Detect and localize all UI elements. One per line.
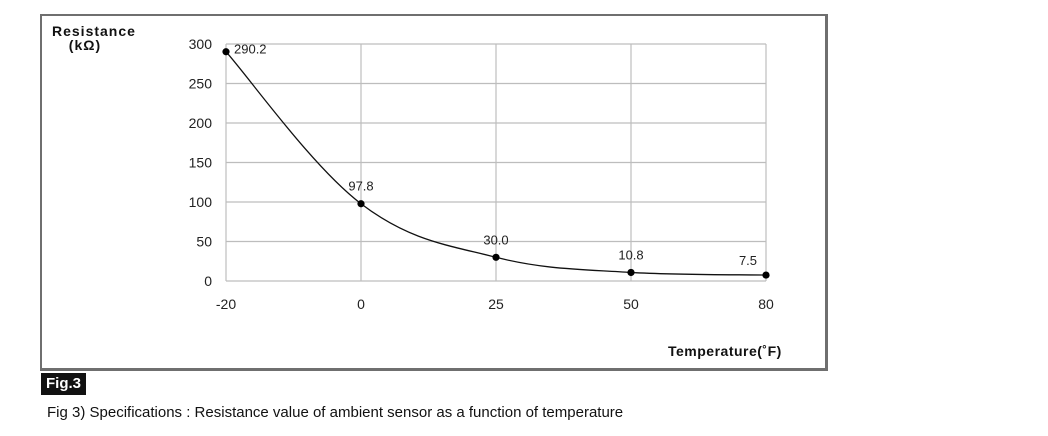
y-tick-label: 200 xyxy=(189,115,213,131)
x-tick-label: 0 xyxy=(357,296,365,312)
data-label: 290.2 xyxy=(234,42,267,57)
series-line xyxy=(225,51,767,276)
y-axis-unit: (kΩ) xyxy=(68,37,102,53)
data-point xyxy=(492,253,500,261)
data-point xyxy=(222,48,230,56)
x-tick-label: 80 xyxy=(758,296,774,312)
y-tick-label: 250 xyxy=(189,76,213,92)
data-point xyxy=(357,200,365,208)
y-tick-label: 300 xyxy=(189,36,213,52)
y-tick-label: 50 xyxy=(196,234,212,250)
data-label: 10.8 xyxy=(618,247,643,262)
y-axis-title: Resistance (kΩ) xyxy=(52,24,136,52)
data-label: 30.0 xyxy=(483,232,508,247)
y-tick-label: 150 xyxy=(189,155,213,171)
figure-caption: Fig 3) Specifications : Resistance value… xyxy=(47,404,624,421)
x-tick-label: 25 xyxy=(488,296,504,312)
x-tick-label: -20 xyxy=(216,296,236,312)
data-label: 97.8 xyxy=(348,179,373,194)
chart-frame xyxy=(40,14,828,371)
data-point xyxy=(762,271,770,279)
data-point xyxy=(627,268,635,277)
x-axis-label: Temperature(˚F) xyxy=(668,343,782,359)
y-tick-label: 100 xyxy=(189,194,213,210)
y-axis-label: Resistance xyxy=(52,23,136,39)
y-tick-label: 0 xyxy=(204,273,212,289)
data-label: 7.5 xyxy=(739,253,757,268)
figure-label: Fig.3 xyxy=(41,373,87,395)
x-tick-label: 50 xyxy=(623,296,639,312)
